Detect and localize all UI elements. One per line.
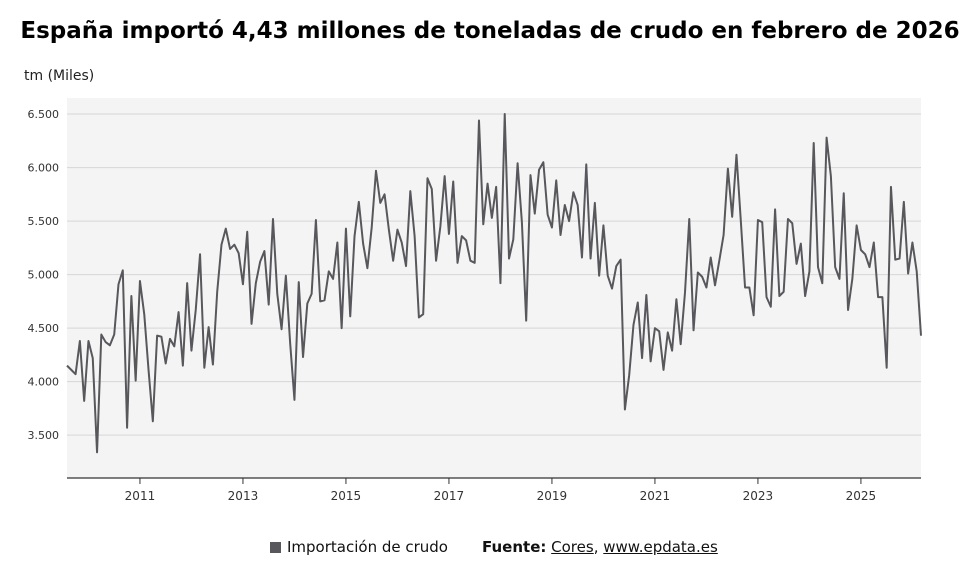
- source-link-cores[interactable]: Cores: [551, 538, 594, 556]
- x-axis-ticks: 2011 2013 2015 2017 2019 2021 2023 2025: [125, 478, 877, 503]
- y-tick-label: 5.500: [28, 215, 60, 228]
- x-tick-label: 2013: [228, 489, 259, 503]
- y-tick-label: 6.500: [28, 108, 60, 121]
- y-tick-label: 6.000: [28, 162, 60, 175]
- x-tick-label: 2023: [743, 489, 774, 503]
- x-tick-label: 2025: [846, 489, 877, 503]
- y-tick-label: 3.500: [28, 429, 60, 442]
- y-tick-label: 5.000: [28, 269, 60, 282]
- source-note: Fuente: Cores, www.epdata.es: [482, 538, 718, 556]
- x-tick-label: 2021: [640, 489, 671, 503]
- source-link-epdata[interactable]: www.epdata.es: [603, 538, 718, 556]
- y-tick-label: 4.000: [28, 376, 60, 389]
- x-tick-label: 2017: [434, 489, 465, 503]
- series-line-importacion-de-crudo: [66, 113, 922, 454]
- legend-label: Importación de crudo: [287, 538, 448, 556]
- series-layer: [66, 113, 922, 454]
- y-tick-label: 4.500: [28, 322, 60, 335]
- legend: Importación de crudo: [270, 538, 448, 556]
- source-separator: ,: [593, 538, 599, 556]
- source-label: Fuente:: [482, 538, 547, 556]
- x-tick-label: 2015: [331, 489, 362, 503]
- x-tick-label: 2011: [125, 489, 156, 503]
- chart-title: España importó 4,43 millones de tonelada…: [20, 18, 960, 44]
- plot-area: [67, 98, 921, 478]
- legend-swatch: [270, 541, 281, 553]
- y-axis-label: tm (Miles): [24, 68, 95, 84]
- y-axis-ticks: 3.500 4.000 4.500 5.000 5.500 6.000 6.500: [28, 108, 60, 442]
- x-tick-label: 2019: [537, 489, 568, 503]
